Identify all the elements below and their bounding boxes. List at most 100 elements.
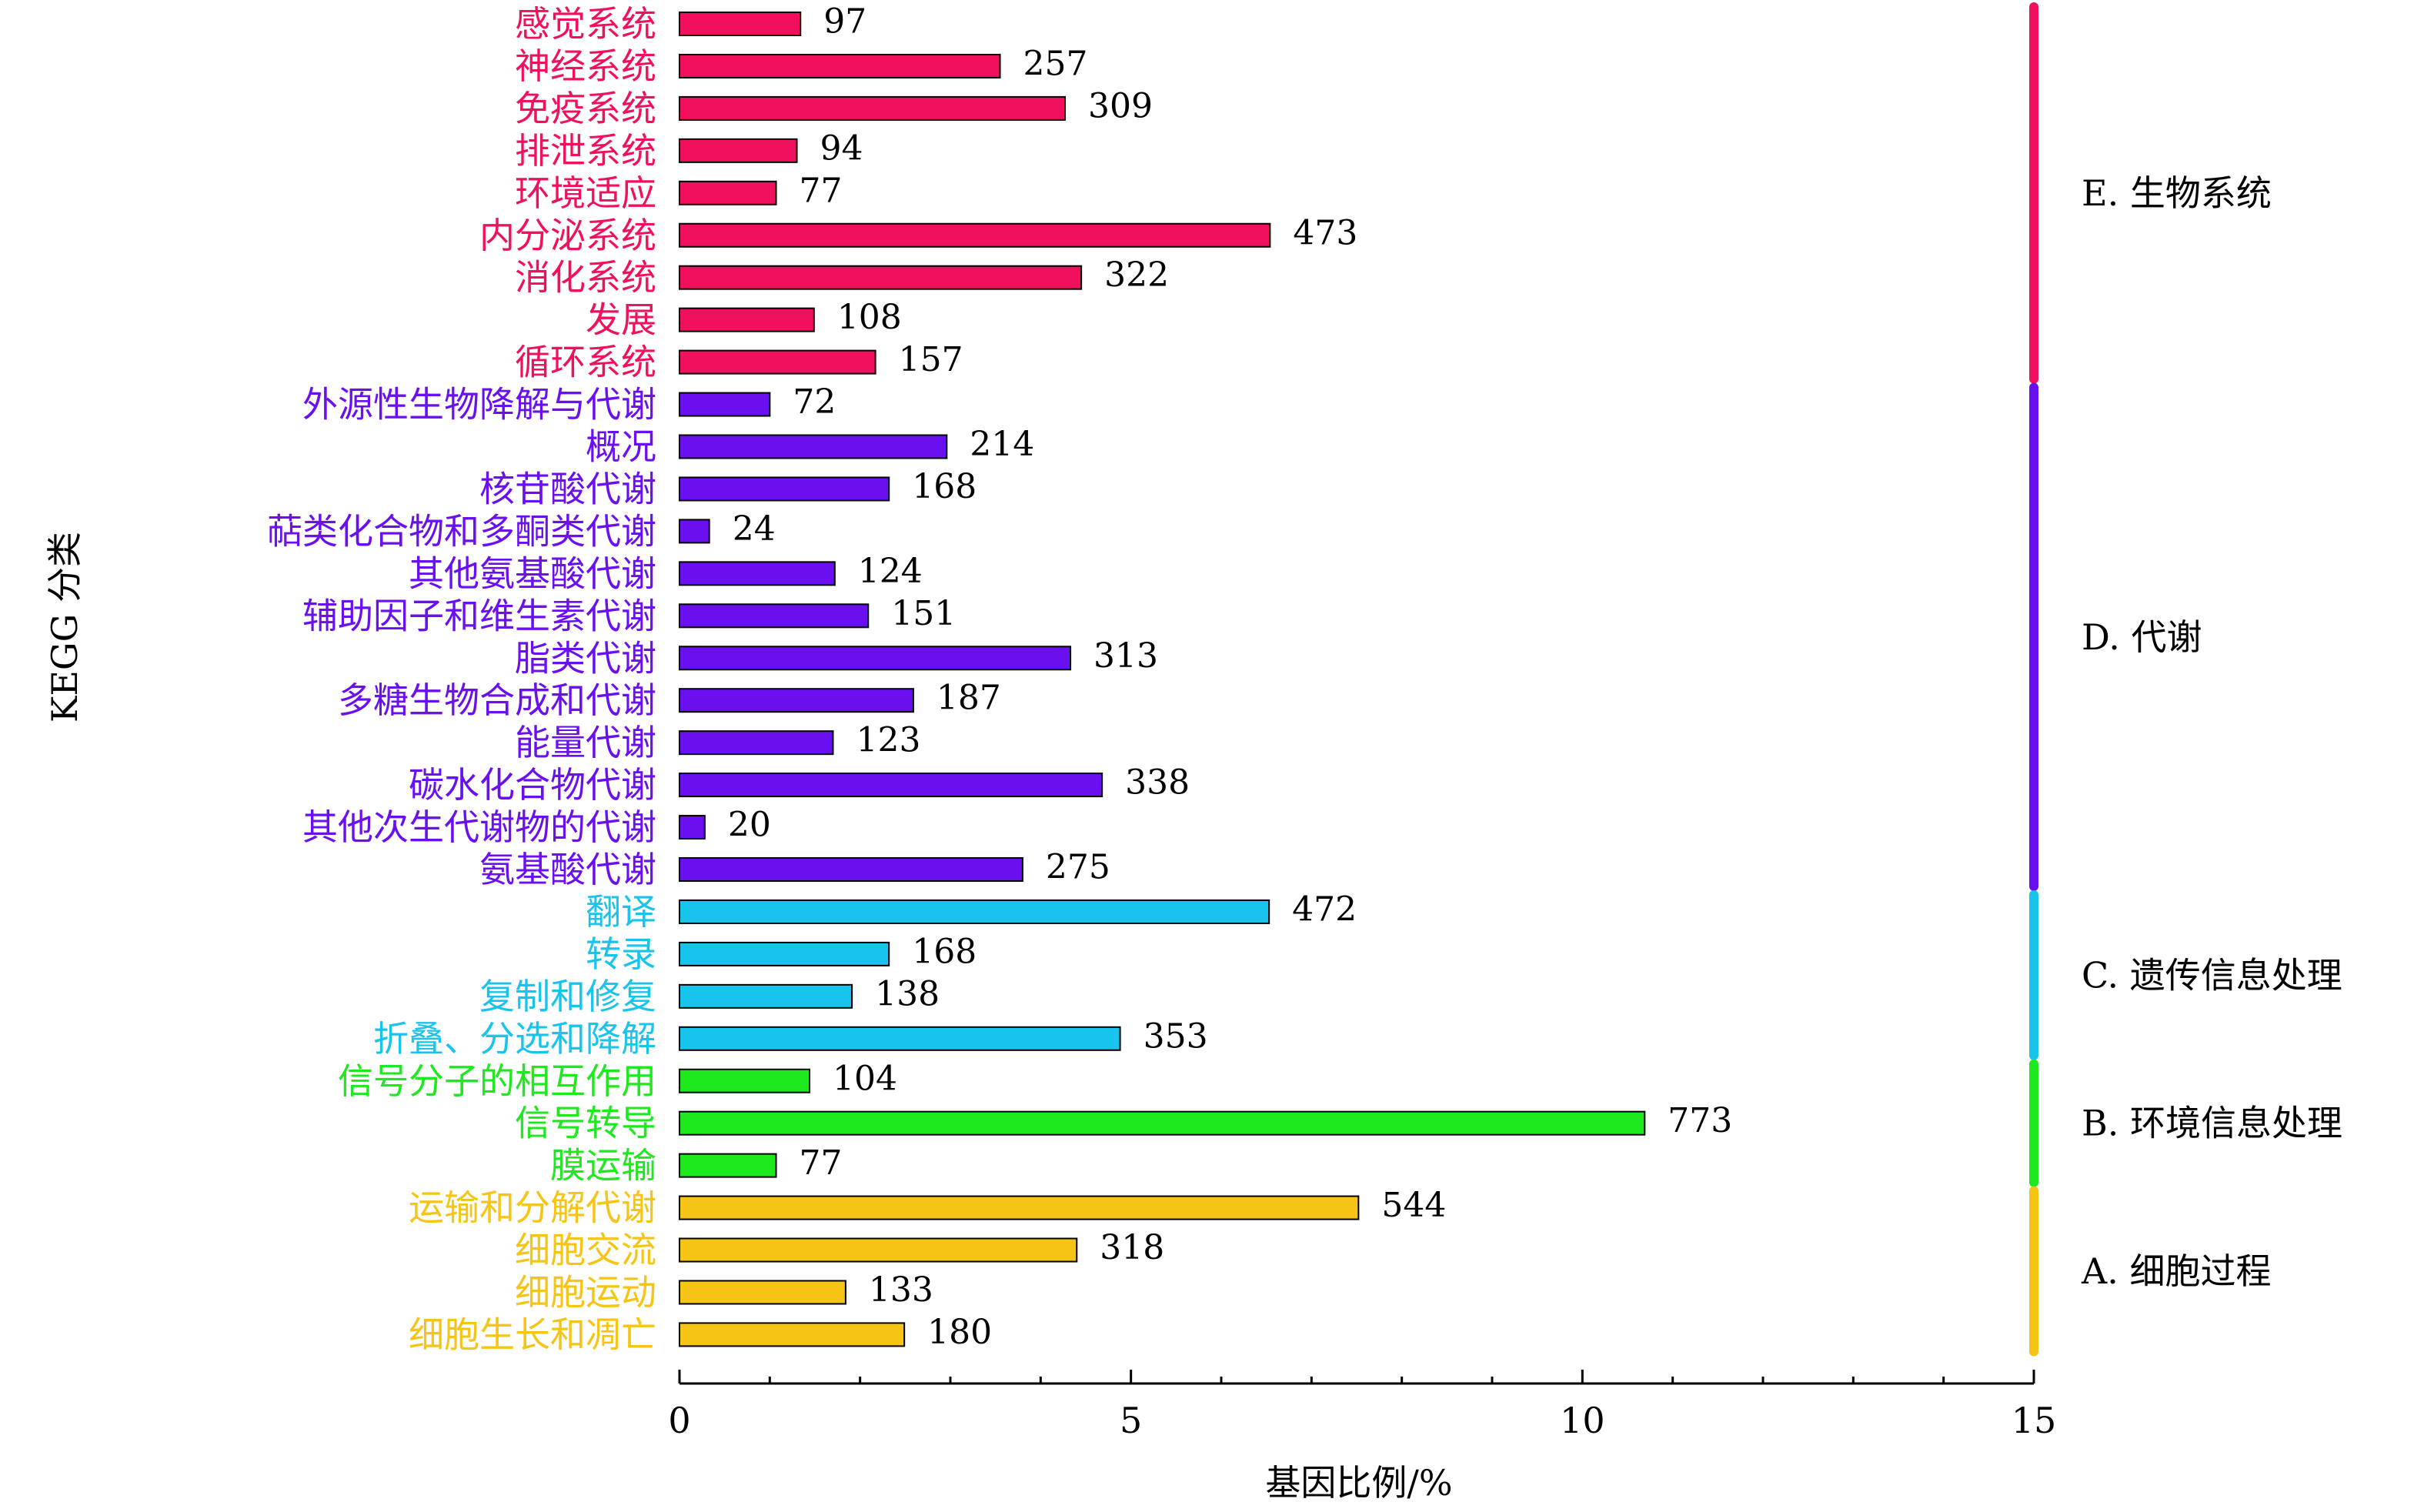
bar <box>679 392 771 417</box>
category-label: 萜类化合物和多酮类代谢 <box>267 510 656 552</box>
category-label: 膜运输 <box>550 1145 656 1187</box>
bar <box>679 1280 846 1305</box>
data-label: 168 <box>912 932 977 971</box>
data-label: 97 <box>823 2 866 42</box>
data-label: 257 <box>1023 44 1088 83</box>
bar <box>679 519 710 544</box>
bar <box>679 603 870 629</box>
data-label: 94 <box>820 129 863 168</box>
category-label: 环境适应 <box>515 172 656 214</box>
data-label: 473 <box>1293 213 1357 252</box>
category-label: 细胞生长和凋亡 <box>409 1313 656 1355</box>
data-label: 275 <box>1046 848 1110 887</box>
bar <box>679 138 798 163</box>
bar <box>679 434 948 459</box>
bar <box>679 12 802 36</box>
data-label: 322 <box>1104 255 1169 295</box>
x-tick-label: 0 <box>668 1400 690 1441</box>
x-tick-label: 10 <box>1560 1400 1605 1441</box>
category-label: 氨基酸代谢 <box>479 849 656 890</box>
data-label: 338 <box>1125 763 1190 803</box>
data-label: 123 <box>856 721 920 760</box>
data-label: 20 <box>728 806 771 845</box>
data-label: 180 <box>927 1313 992 1352</box>
category-label: 发展 <box>586 299 656 341</box>
data-label: 124 <box>858 552 923 591</box>
category-label: 运输和分解代谢 <box>409 1187 656 1229</box>
data-label: 318 <box>1100 1228 1164 1267</box>
bar <box>679 1322 906 1347</box>
bar <box>679 983 853 1009</box>
bar <box>679 773 1103 798</box>
bar <box>679 899 1270 924</box>
category-label: 信号转导 <box>515 1103 656 1144</box>
data-label: 187 <box>937 679 1001 718</box>
bar <box>679 476 890 502</box>
bar <box>679 180 777 205</box>
bar <box>679 349 876 375</box>
data-label: 353 <box>1144 1016 1208 1056</box>
data-label: 77 <box>800 1143 843 1183</box>
x-tick-label: 15 <box>2012 1400 2057 1441</box>
category-label: 其他次生代谢物的代谢 <box>302 806 656 848</box>
bars-layer: 感觉系统 97 神经系统 257 免疫系统 309 排泄系统 94 环境适应 77 内分泌系统 473… <box>267 2 1732 1356</box>
bar <box>679 857 1023 882</box>
category-label: 消化系统 <box>515 257 656 299</box>
group-label: C. 遗传信息处理 <box>2082 954 2342 996</box>
data-label: 24 <box>733 509 776 549</box>
data-label: 472 <box>1292 890 1357 929</box>
category-label: 细胞交流 <box>515 1230 656 1271</box>
category-label: 翻译 <box>586 891 656 933</box>
category-label: 脂类代谢 <box>515 637 656 679</box>
group-label: B. 环境信息处理 <box>2082 1103 2342 1144</box>
bar <box>679 688 914 713</box>
y-axis-label: KEGG 分类 <box>44 532 85 723</box>
category-label: 免疫系统 <box>515 88 656 129</box>
bar <box>679 730 834 756</box>
group-label: A. 细胞过程 <box>2081 1250 2271 1292</box>
category-label: 内分泌系统 <box>479 215 656 256</box>
category-label: 循环系统 <box>515 342 656 383</box>
bar <box>679 222 1271 248</box>
data-label: 133 <box>869 1270 933 1310</box>
data-label: 108 <box>837 298 902 337</box>
category-label: 折叠、分选和降解 <box>373 1018 656 1060</box>
bar <box>679 561 836 586</box>
category-label: 概况 <box>586 426 656 468</box>
category-label: 神经系统 <box>515 45 656 87</box>
category-label: 转录 <box>586 933 656 975</box>
bar <box>679 1195 1360 1220</box>
group-label: D. 代谢 <box>2082 616 2202 658</box>
bar <box>679 95 1067 121</box>
bar <box>679 1153 777 1178</box>
bar <box>679 941 890 966</box>
category-label: 辅助因子和维生素代谢 <box>302 595 656 636</box>
group-brackets: E. 生物系统 D. 代谢 C. 遗传信息处理 B. 环境信息处理 A. 细胞过程 <box>2029 2 2342 1357</box>
bar <box>679 53 1001 78</box>
data-label: 313 <box>1093 636 1158 676</box>
data-label: 104 <box>833 1059 897 1098</box>
bar <box>679 1026 1121 1051</box>
data-label: 72 <box>793 382 836 422</box>
category-label: 多糖生物合成和代谢 <box>338 679 656 721</box>
bar <box>679 646 1072 671</box>
data-label: 138 <box>875 974 940 1013</box>
bar <box>679 307 815 332</box>
category-label: 能量代谢 <box>515 722 656 763</box>
data-label: 544 <box>1381 1186 1446 1225</box>
data-label: 151 <box>891 594 956 633</box>
category-label: 复制和修复 <box>479 976 656 1017</box>
bar <box>679 1110 1646 1136</box>
data-label: 157 <box>899 340 963 379</box>
bar <box>679 1068 810 1093</box>
group-label: E. 生物系统 <box>2082 172 2272 214</box>
data-label: 168 <box>912 467 977 506</box>
data-label: 309 <box>1088 86 1153 125</box>
category-label: 排泄系统 <box>515 130 656 172</box>
category-label: 核苷酸代谢 <box>479 468 656 509</box>
x-axis: 0 5 10 15 <box>668 1370 2056 1441</box>
x-tick-label: 5 <box>1120 1400 1142 1441</box>
category-label: 碳水化合物代谢 <box>409 764 656 806</box>
category-label: 细胞运动 <box>515 1272 656 1313</box>
